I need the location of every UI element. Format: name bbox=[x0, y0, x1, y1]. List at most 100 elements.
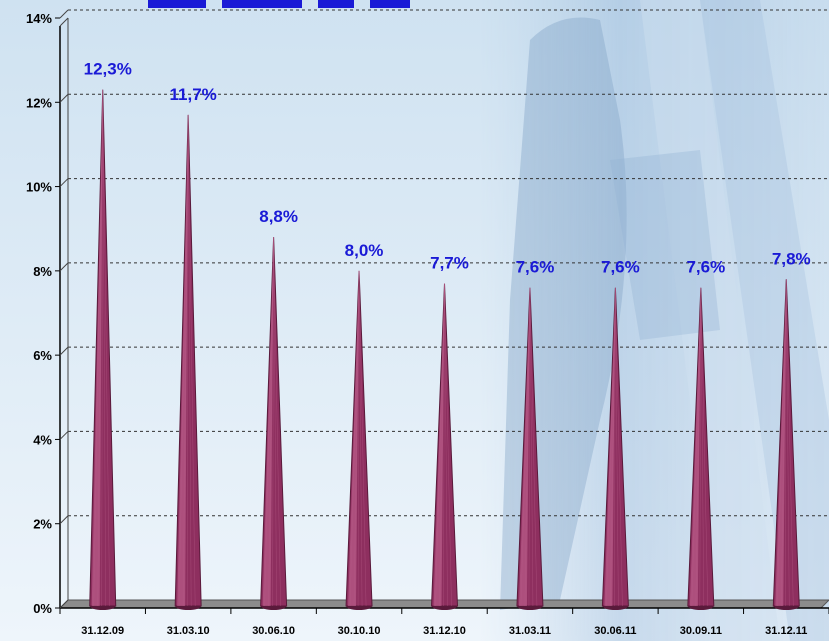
data-label: 7,6% bbox=[686, 258, 725, 277]
y-tick-depth bbox=[59, 178, 69, 187]
x-tick-label: 30.06.11 bbox=[594, 625, 636, 637]
x-tick-label: 31.12.10 bbox=[423, 625, 466, 637]
bar-striation bbox=[700, 287, 709, 607]
bar-striation bbox=[273, 237, 281, 607]
y-tick-depth bbox=[59, 515, 69, 525]
bar-striation bbox=[273, 237, 277, 607]
bar-striation bbox=[615, 287, 623, 607]
x-tick-label: 30.06.10 bbox=[252, 625, 295, 637]
bar-striation bbox=[606, 287, 616, 607]
y-tick-depth bbox=[59, 431, 69, 440]
bar-striation bbox=[777, 279, 787, 607]
bar-striation bbox=[524, 287, 531, 607]
bar-striation bbox=[97, 89, 103, 607]
x-tick-label: 30.10.10 bbox=[338, 625, 381, 637]
bar-striation bbox=[102, 89, 106, 607]
y-tick-label: 0% bbox=[33, 601, 52, 616]
bar-striation bbox=[358, 270, 367, 607]
y-tick-label: 14% bbox=[26, 11, 52, 26]
bar-striation bbox=[357, 270, 360, 607]
bar-highlight bbox=[91, 89, 103, 606]
bar-striation bbox=[444, 283, 452, 607]
data-label: 7,7% bbox=[430, 254, 469, 273]
bar bbox=[345, 270, 373, 610]
bar bbox=[516, 287, 544, 610]
cropped-title bbox=[148, 0, 410, 8]
bar bbox=[174, 114, 202, 610]
bar-striation bbox=[443, 283, 445, 607]
bar-striation bbox=[786, 279, 790, 607]
y-tick-depth bbox=[59, 262, 69, 272]
y-tick-label: 8% bbox=[33, 264, 52, 279]
x-tick-label: 31.12.11 bbox=[765, 625, 807, 637]
bar-striation bbox=[786, 279, 794, 607]
bar-striation bbox=[781, 279, 787, 607]
x-axis-ticks: 31.12.09 31.03.10 30.06.10 30.10.10 31.12.10… bbox=[59, 608, 829, 637]
bar bbox=[430, 283, 459, 610]
bar-striation bbox=[358, 270, 363, 607]
x-tick-label: 31.03.11 bbox=[509, 625, 551, 637]
y-tick-label: 12% bbox=[26, 95, 52, 110]
bar bbox=[772, 279, 800, 610]
bar bbox=[687, 287, 715, 610]
data-label: 7,8% bbox=[772, 249, 811, 268]
bar-striation bbox=[102, 89, 110, 607]
bar-striation bbox=[785, 279, 787, 607]
background-photo bbox=[480, 0, 829, 641]
bar-striation bbox=[700, 287, 705, 607]
y-tick-label: 4% bbox=[33, 432, 52, 447]
y-tick-depth bbox=[59, 599, 69, 609]
bar-striation bbox=[529, 287, 534, 607]
bar-striation bbox=[435, 283, 445, 607]
y-tick-depth bbox=[59, 9, 69, 19]
bar-striation bbox=[178, 114, 189, 607]
bar-highlight bbox=[433, 283, 445, 606]
data-label: 8,8% bbox=[259, 207, 298, 226]
data-label: 12,3% bbox=[84, 60, 132, 79]
bar-highlight bbox=[604, 287, 616, 606]
bar-striation bbox=[614, 287, 616, 607]
bar-highlight bbox=[262, 237, 274, 606]
bar-striation bbox=[101, 89, 103, 607]
y-axis-ticks: 0% 2% 4% 6% 8% 10% 12% 14% bbox=[26, 9, 69, 616]
data-label: 8,0% bbox=[345, 241, 384, 260]
bar-striation bbox=[439, 283, 445, 607]
bars bbox=[89, 89, 800, 610]
x-tick-label: 31.03.10 bbox=[167, 625, 210, 637]
y-tick-label: 10% bbox=[26, 180, 52, 195]
data-label: 11,7% bbox=[170, 85, 217, 104]
bar-striation bbox=[615, 287, 619, 607]
data-label: 7,6% bbox=[516, 258, 555, 277]
bar-striation bbox=[264, 237, 274, 607]
bar bbox=[260, 237, 288, 610]
bar bbox=[89, 89, 117, 610]
bar-striation bbox=[349, 270, 360, 607]
bar-striation bbox=[182, 114, 189, 607]
y-tick-depth bbox=[59, 346, 69, 356]
bar-striation bbox=[691, 287, 702, 607]
bar-striation bbox=[268, 237, 274, 607]
bar-striation bbox=[187, 114, 192, 607]
bar-striation bbox=[699, 287, 702, 607]
bar-highlight bbox=[689, 287, 701, 606]
bar-striation bbox=[444, 283, 448, 607]
bar-highlight bbox=[348, 270, 360, 606]
bar-striation bbox=[695, 287, 702, 607]
bar-striation bbox=[187, 114, 196, 607]
bar-striation bbox=[186, 114, 189, 607]
data-labels: 12,3% 11,7% 8,8% 8,0% 7,7% 7,6% 7,6% 7,6% 7,8% bbox=[84, 60, 811, 277]
y-axis-top-edge bbox=[59, 17, 69, 27]
bar-striation bbox=[93, 89, 103, 607]
bar-highlight bbox=[518, 287, 530, 606]
bar-highlight bbox=[177, 114, 189, 606]
bar-striation bbox=[528, 287, 531, 607]
bar-striation bbox=[520, 287, 531, 607]
x-tick-label: 30.09.11 bbox=[680, 625, 722, 637]
y-tick-depth bbox=[59, 93, 69, 103]
bar-striation bbox=[529, 287, 538, 607]
x-tick-label: 31.12.09 bbox=[81, 625, 124, 637]
data-label: 7,6% bbox=[601, 258, 640, 277]
y-tick-label: 6% bbox=[33, 348, 52, 363]
